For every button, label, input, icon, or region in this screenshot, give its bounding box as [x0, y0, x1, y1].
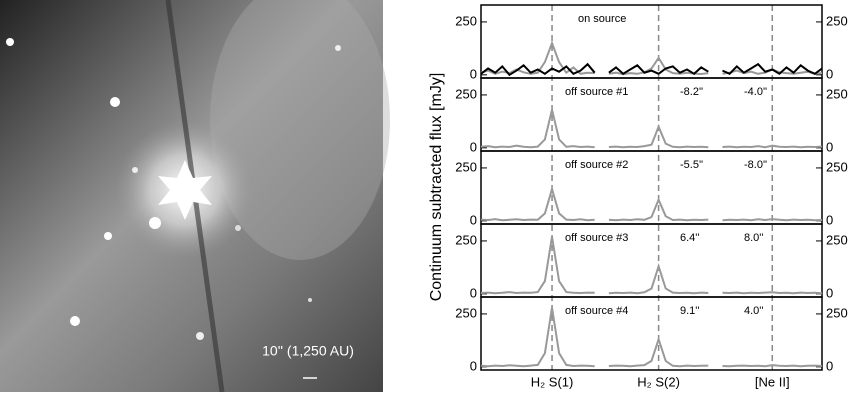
y-axis-label: Continuum subtracted flux [mJy] — [428, 73, 445, 302]
offset-label: 9.1'' — [680, 305, 700, 317]
panel-frame — [480, 296, 823, 371]
offset-label: 6.4'' — [680, 232, 700, 244]
panel-label: off source #2 — [565, 159, 628, 171]
spectrum-line — [480, 236, 823, 295]
y-tick-label: 250 — [455, 13, 477, 28]
y-tick-label: 250 — [455, 305, 477, 320]
y-tick-label: 0 — [470, 139, 477, 154]
spectrum-line — [480, 185, 823, 222]
y-tick-label: 0 — [826, 66, 833, 81]
y-tick-label: 0 — [826, 139, 833, 154]
panel-frame — [480, 150, 823, 225]
y-tick-label: 0 — [470, 66, 477, 81]
x-tick-label: H₂ S(2) — [637, 374, 680, 389]
panel-frame — [480, 77, 823, 152]
y-tick-label: 250 — [826, 13, 848, 28]
spectrum-line — [480, 62, 823, 77]
y-tick-label: 0 — [470, 358, 477, 373]
scale-label: 10'' (1,250 AU) — [262, 343, 354, 359]
y-tick-label: 0 — [826, 358, 833, 373]
panel-label: off source #4 — [565, 305, 628, 317]
y-tick-label: 250 — [826, 86, 848, 101]
offset-label: -8.2'' — [680, 86, 703, 98]
offset-label: 8.0'' — [744, 232, 764, 244]
offset-label: -5.5'' — [680, 159, 703, 171]
x-tick-label: [Ne II] — [755, 374, 790, 389]
panel-label: off source #3 — [565, 232, 628, 244]
spectrum-line — [480, 307, 823, 368]
y-tick-label: 250 — [826, 232, 848, 247]
y-tick-label: 250 — [455, 159, 477, 174]
offset-label: -4.0'' — [744, 86, 767, 98]
y-tick-label: 250 — [455, 232, 477, 247]
y-tick-label: 0 — [826, 285, 833, 300]
y-tick-label: 0 — [470, 212, 477, 227]
y-tick-label: 0 — [826, 212, 833, 227]
y-tick-label: 250 — [455, 86, 477, 101]
x-tick-label: H₂ S(1) — [531, 374, 574, 389]
offset-label: -8.0'' — [744, 159, 767, 171]
panel-label: off source #1 — [565, 86, 628, 98]
y-tick-label: 250 — [826, 159, 848, 174]
offset-label: 4.0'' — [744, 305, 764, 317]
panel-label: on source — [578, 13, 626, 25]
y-tick-label: 250 — [826, 305, 848, 320]
y-tick-label: 0 — [470, 285, 477, 300]
spectrum-line — [480, 109, 823, 149]
sky-image: 10'' (1,250 AU) — [0, 0, 390, 393]
